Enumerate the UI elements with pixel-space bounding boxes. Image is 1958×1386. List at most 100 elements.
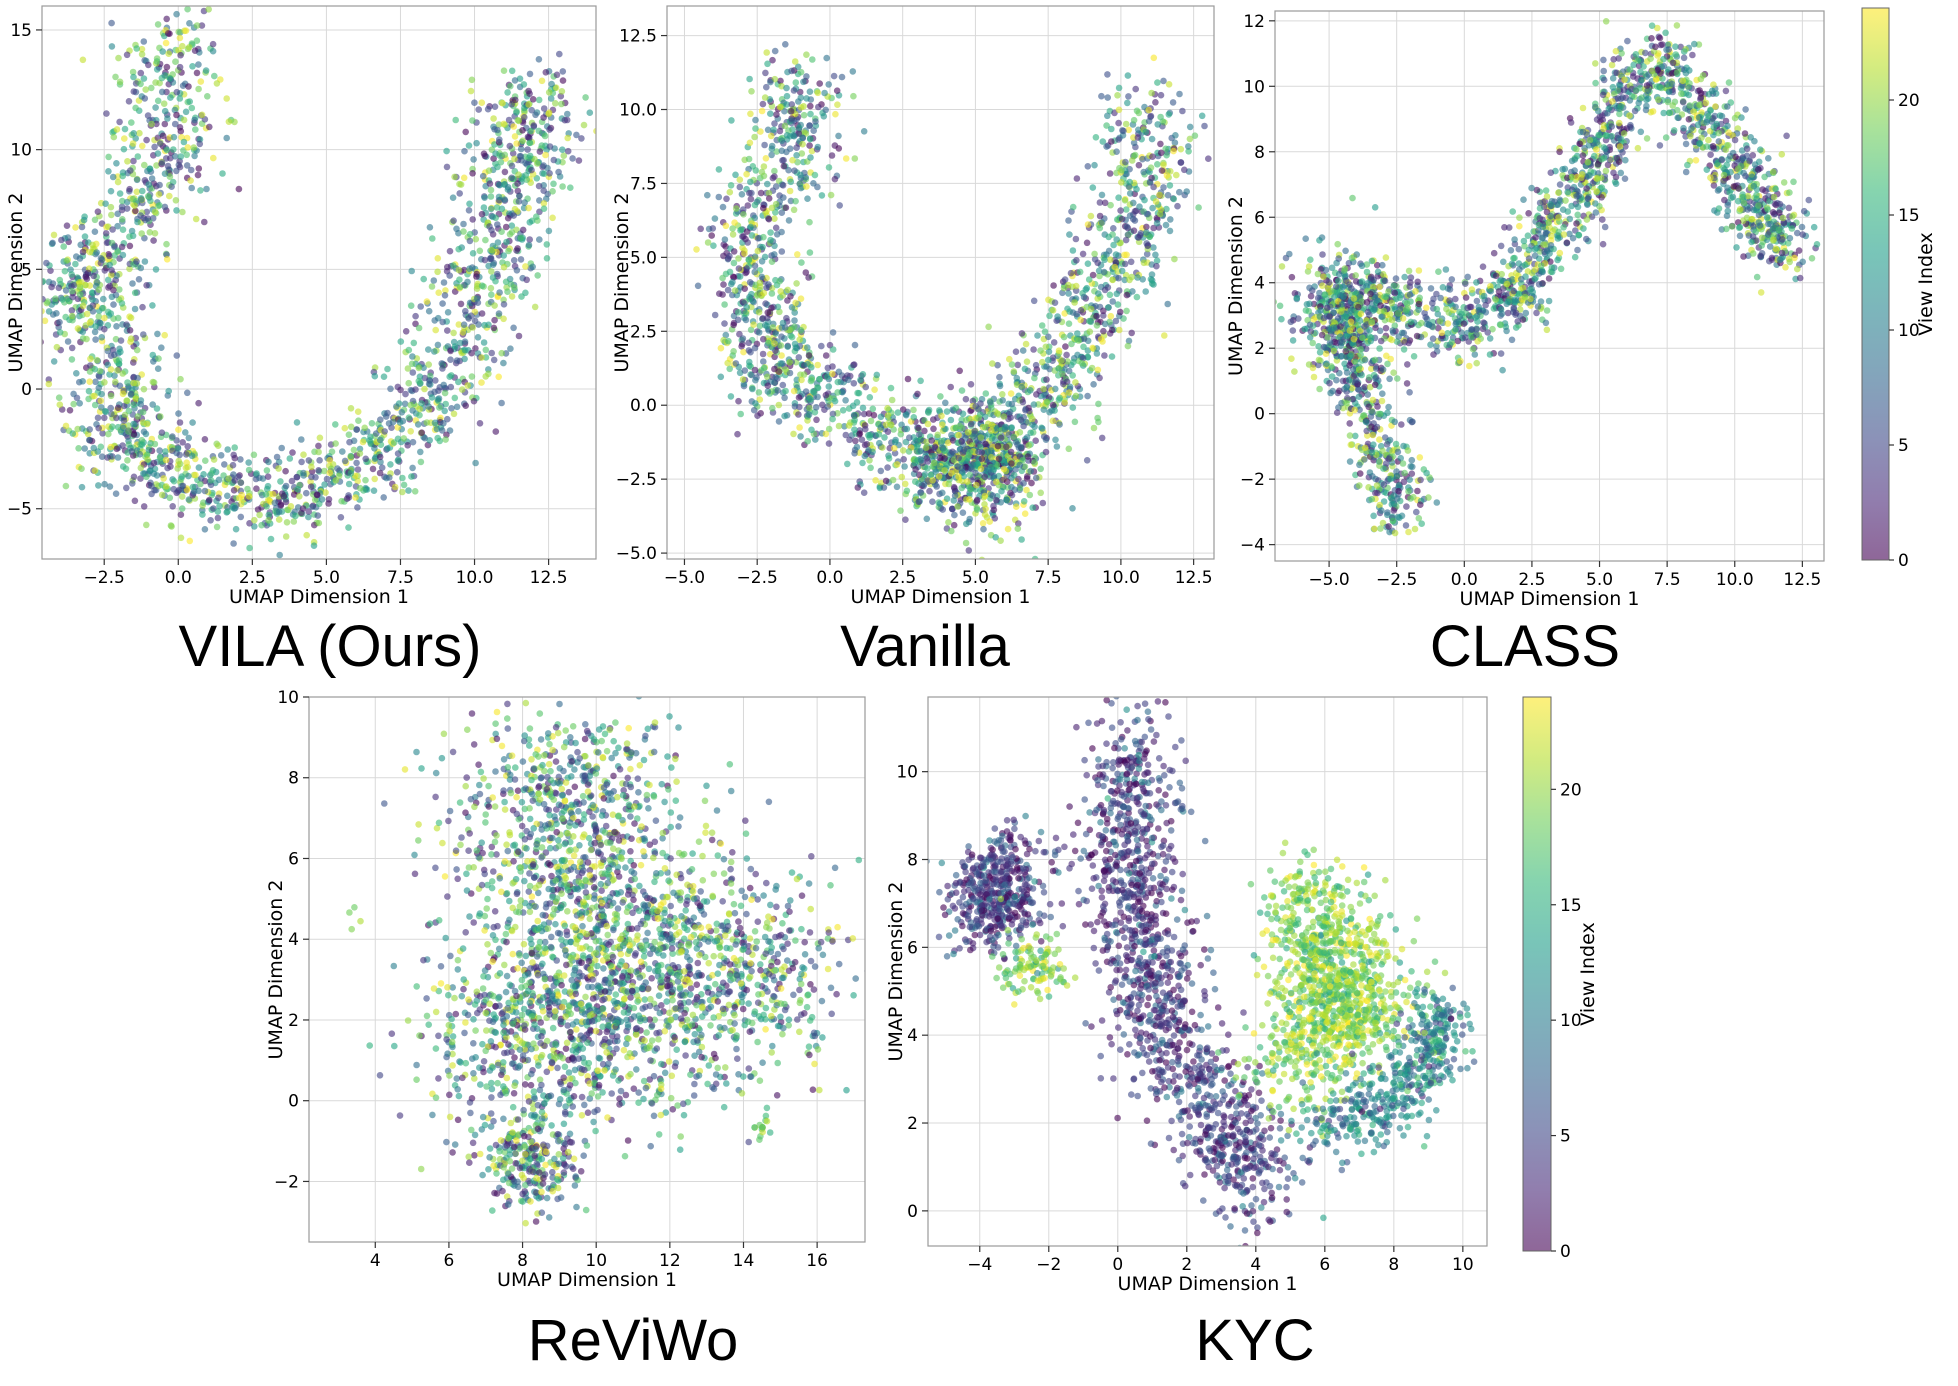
scatter-point	[405, 414, 413, 422]
scatter-point	[367, 433, 374, 441]
scatter-point	[730, 259, 738, 267]
scatter-point	[139, 303, 146, 311]
scatter-point	[92, 336, 99, 343]
scatter-point	[775, 368, 783, 375]
scatter-point	[546, 170, 553, 177]
scatter-point	[337, 514, 345, 521]
scatter-point	[481, 152, 489, 160]
scatter-point	[1145, 106, 1152, 114]
scatter-point	[809, 388, 817, 395]
scatter-point	[114, 454, 122, 461]
scatter-point	[996, 373, 1003, 381]
scatter-point	[460, 174, 468, 182]
scatter-point	[787, 108, 795, 115]
scatter-point	[497, 158, 505, 166]
scatter-point	[930, 459, 938, 467]
scatter-point	[1104, 112, 1111, 120]
scatter-point	[510, 123, 517, 130]
scatter-point	[120, 145, 128, 153]
scatter-point	[1139, 276, 1146, 283]
scatter-point	[746, 75, 753, 83]
scatter-point	[45, 308, 53, 315]
scatter-point	[186, 98, 193, 105]
scatter-point	[760, 364, 768, 372]
scatter-point	[356, 450, 364, 457]
scatter-point	[263, 503, 270, 510]
scatter-point	[393, 403, 400, 410]
scatter-point	[108, 43, 116, 50]
scatter-point	[287, 503, 295, 510]
scatter-point	[950, 483, 958, 491]
scatter-point	[924, 420, 932, 428]
scatter-point	[452, 116, 460, 124]
scatter-point	[110, 133, 118, 141]
scatter-point	[263, 467, 271, 474]
scatter-point	[314, 512, 322, 519]
scatter-point	[162, 448, 169, 455]
scatter-point	[1100, 312, 1107, 319]
scatter-point	[175, 457, 182, 465]
scatter-point	[1096, 224, 1104, 232]
scatter-point	[1023, 486, 1030, 494]
scatter-point	[184, 389, 191, 397]
scatter-point	[824, 373, 831, 381]
scatter-point	[91, 365, 99, 373]
scatter-point	[224, 446, 231, 453]
scatter-point	[276, 551, 284, 559]
scatter-point	[926, 487, 933, 495]
scatter-point	[316, 434, 324, 442]
scatter-point	[1133, 185, 1140, 193]
scatter-point	[727, 182, 735, 189]
x-tick-label: 7.5	[387, 568, 414, 588]
scatter-point	[1121, 197, 1129, 204]
scatter-point	[414, 421, 422, 428]
scatter-point	[535, 182, 543, 190]
scatter-point	[922, 444, 930, 452]
scatter-point	[119, 251, 127, 259]
scatter-point	[798, 150, 806, 157]
scatter-point	[444, 327, 451, 334]
scatter-point	[104, 276, 112, 284]
scatter-point	[586, 109, 594, 116]
scatter-point	[85, 387, 93, 395]
scatter-point	[176, 95, 184, 102]
scatter-point	[267, 535, 275, 543]
scatter-point	[265, 458, 272, 466]
scatter-point	[187, 177, 194, 184]
scatter-point	[545, 109, 553, 116]
scatter-point	[469, 117, 476, 124]
scatter-point	[808, 426, 815, 434]
scatter-point	[127, 335, 135, 343]
scatter-point	[508, 101, 515, 108]
scatter-point	[897, 507, 904, 514]
scatter-point	[1063, 351, 1070, 359]
scatter-point	[404, 442, 412, 449]
scatter-point	[1055, 347, 1063, 355]
scatter-point	[1056, 421, 1063, 428]
scatter-point	[113, 323, 120, 330]
scatter-point	[107, 443, 115, 451]
scatter-point	[725, 337, 732, 345]
scatter-point	[188, 452, 196, 460]
scatter-point	[752, 116, 759, 124]
x-tick-label: 5.0	[962, 568, 989, 588]
scatter-point	[804, 344, 811, 351]
scatter-point	[859, 404, 867, 412]
scatter-point	[1077, 307, 1085, 314]
scatter-point	[183, 151, 190, 159]
scatter-point	[87, 362, 94, 369]
scatter-point	[875, 431, 883, 438]
scatter-point	[154, 365, 162, 373]
scatter-point	[556, 50, 563, 58]
scatter-point	[132, 104, 139, 112]
scatter-point	[1150, 244, 1157, 251]
scatter-point	[449, 262, 457, 269]
scatter-point	[415, 324, 423, 332]
scatter-point	[532, 111, 539, 119]
scatter-point	[1095, 290, 1102, 297]
scatter-point	[806, 404, 813, 412]
scatter-point	[418, 400, 425, 407]
scatter-point	[547, 95, 555, 102]
y-tick-label: −2.5	[616, 470, 657, 490]
scatter-point	[172, 58, 179, 65]
